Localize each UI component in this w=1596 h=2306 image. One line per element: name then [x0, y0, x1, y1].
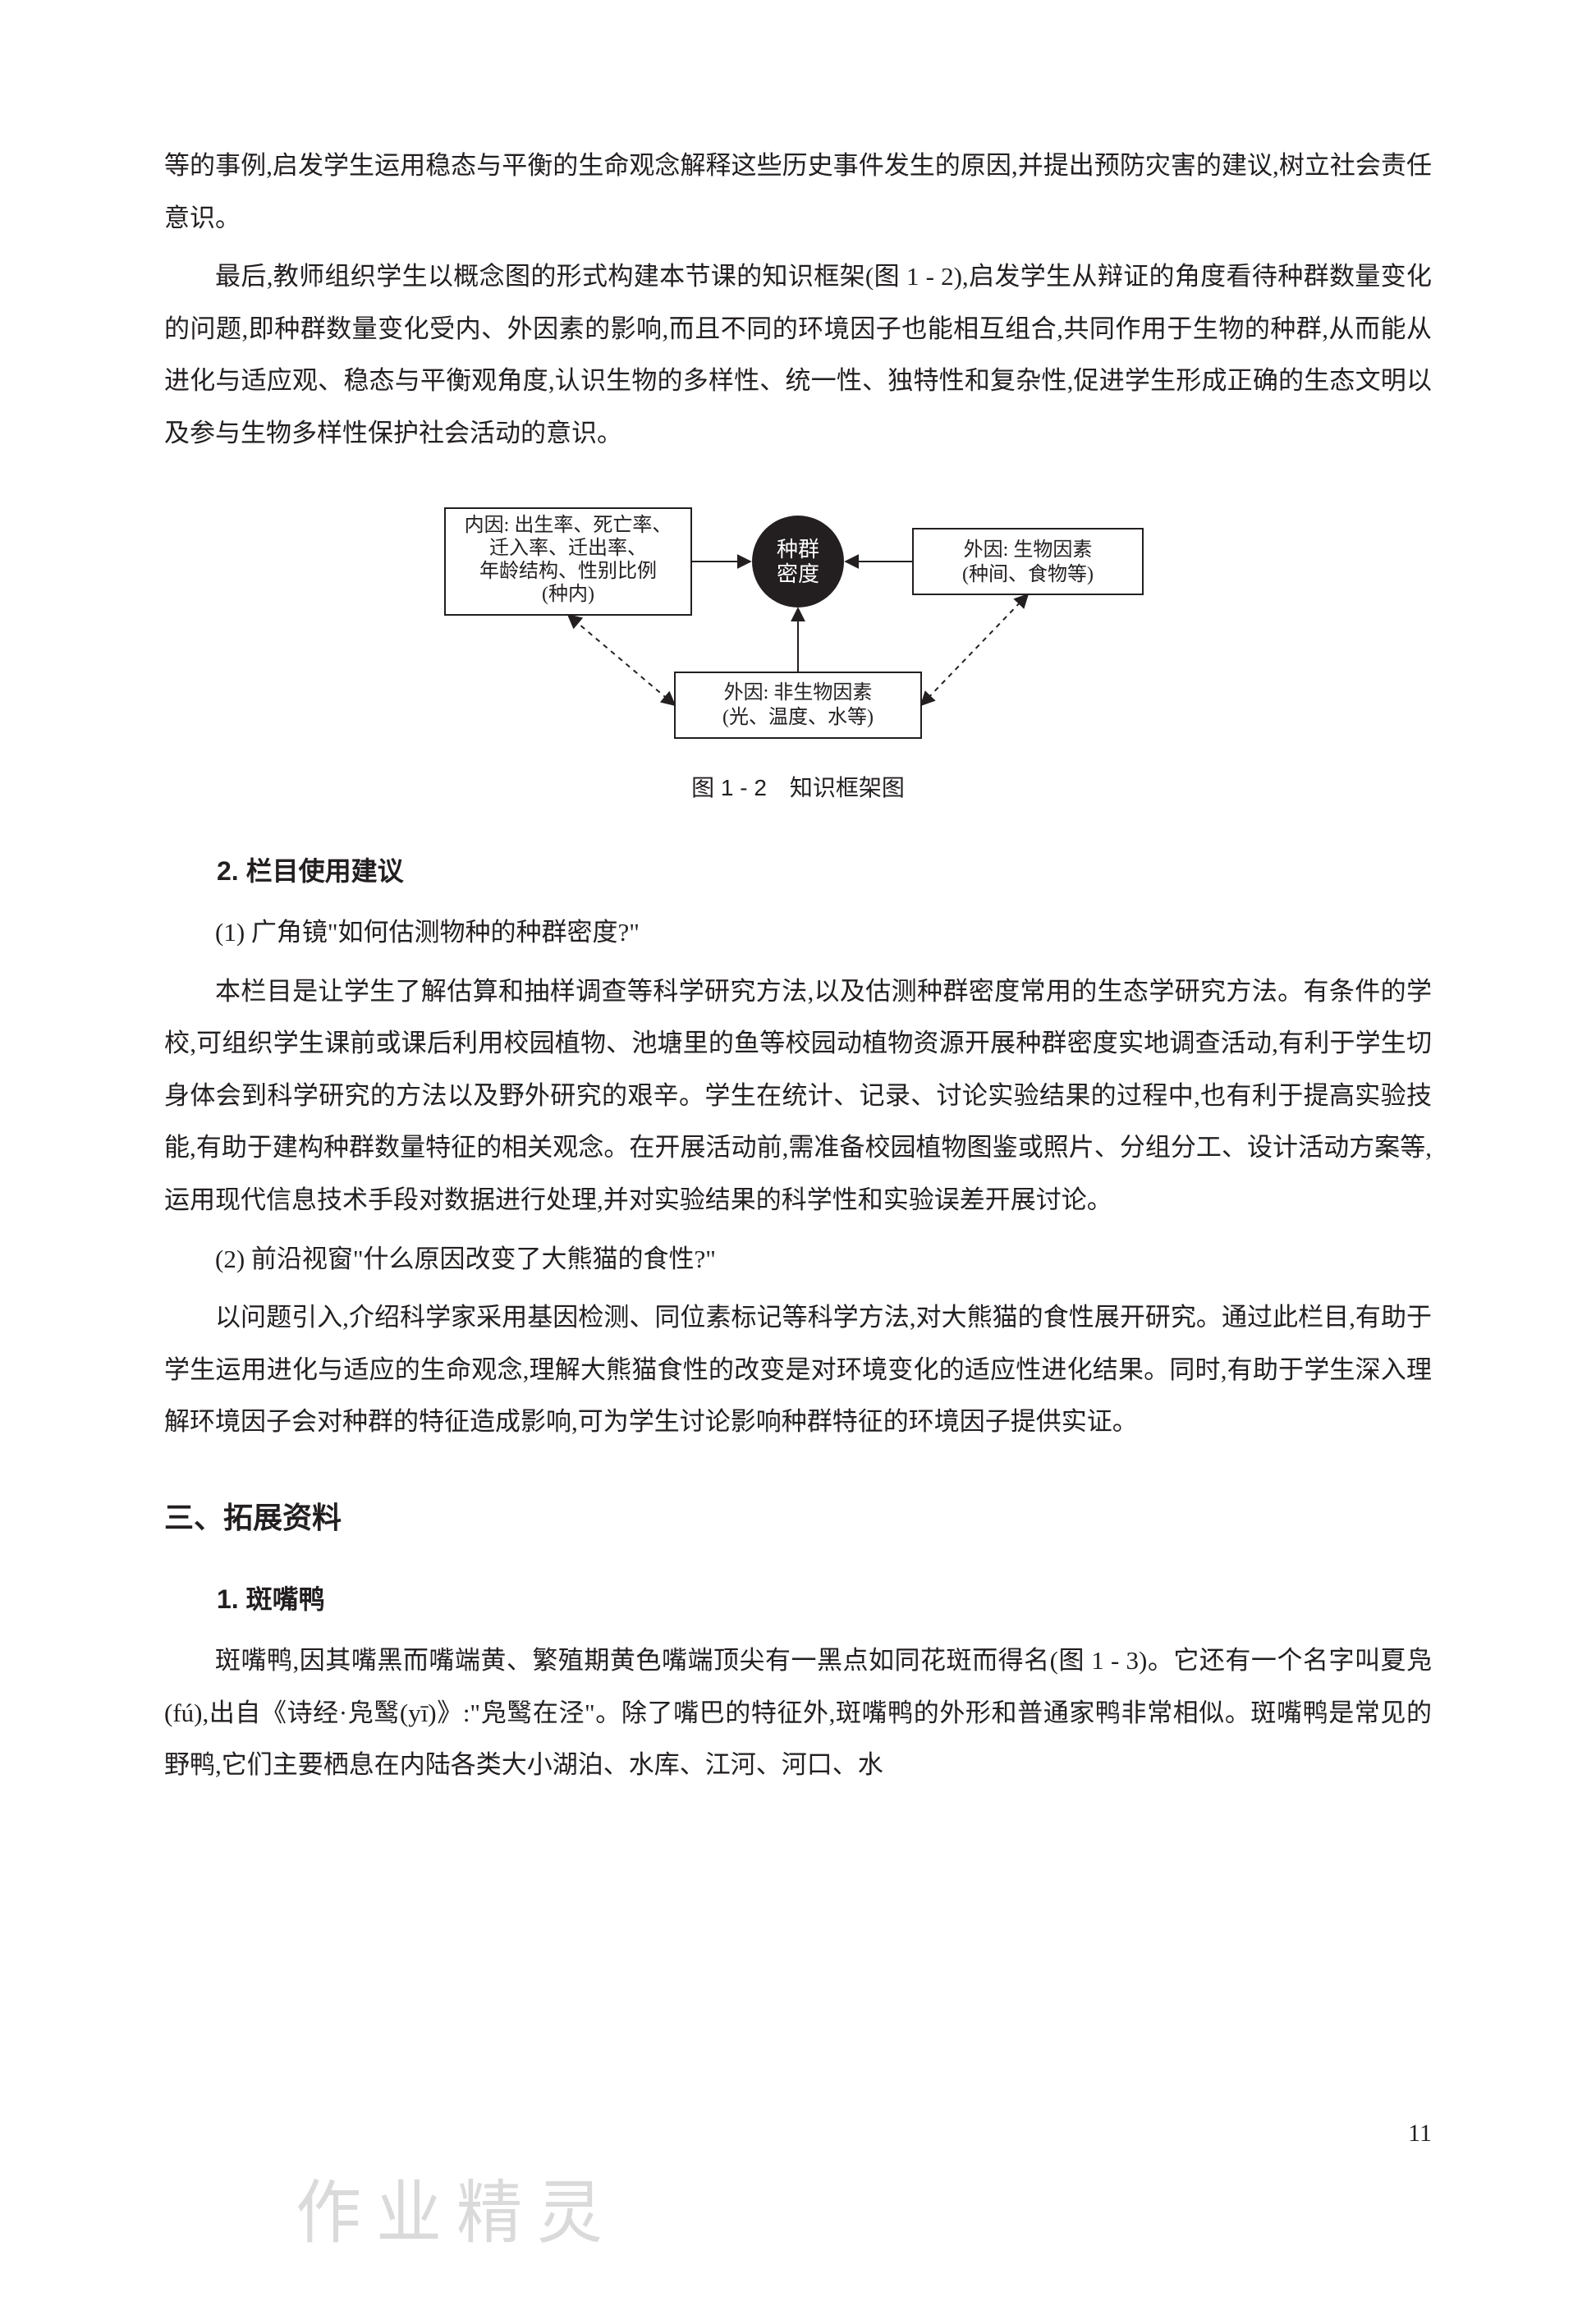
watermark: 作业精灵	[296, 2143, 617, 2285]
section-2-heading: 2. 栏目使用建议	[164, 845, 1432, 899]
svg-text:内因: 出生率、死亡率、: 内因: 出生率、死亡率、	[465, 514, 672, 536]
section-2-item1-body: 本栏目是让学生了解估算和抽样调查等科学研究方法,以及估测种群密度常用的生态学研究…	[164, 965, 1432, 1226]
paragraph-continuation: 等的事例,启发学生运用稳态与平衡的生命观念解释这些历史事件发生的原因,并提出预防…	[164, 140, 1432, 244]
knowledge-diagram: 内因: 出生率、死亡率、迁入率、迁出率、年龄结构、性别比例(种内) 外因: 生物因…	[164, 484, 1432, 754]
svg-text:迁入率、迁出率、: 迁入率、迁出率、	[489, 537, 647, 559]
section-2-item2-body: 以问题引入,介绍科学家采用基因检测、同位素标记等科学方法,对大熊猫的食性展开研究…	[164, 1291, 1432, 1448]
section-2-heading-text: 2. 栏目使用建议	[217, 856, 404, 886]
section-2-item1-title: (1) 广角镜"如何估测物种的种群密度?"	[164, 906, 1432, 959]
paragraph-2: 最后,教师组织学生以概念图的形式构建本节课的知识框架(图 1 - 2),启发学生…	[164, 250, 1432, 459]
svg-text:(种内): (种内)	[542, 583, 594, 605]
section-3-sub1-body: 斑嘴鸭,因其嘴黑而嘴端黄、繁殖期黄色嘴端顶尖有一黑点如同花斑而得名(图 1 - …	[164, 1634, 1432, 1791]
page-container: 等的事例,启发学生运用稳态与平衡的生命观念解释这些历史事件发生的原因,并提出预防…	[0, 0, 1596, 2306]
section-3-sub1-heading-text: 1. 斑嘴鸭	[217, 1584, 325, 1614]
svg-text:外因: 非生物因素: 外因: 非生物因素	[724, 681, 873, 704]
diagram-caption: 图 1 - 2 知识框架图	[164, 764, 1432, 811]
svg-text:密度: 密度	[777, 562, 819, 586]
svg-text:外因: 生物因素: 外因: 生物因素	[964, 539, 1093, 561]
section-2-item2-title: (2) 前沿视窗"什么原因改变了大熊猫的食性?"	[164, 1233, 1432, 1286]
page-number: 11	[1408, 2108, 1432, 2159]
section-3-heading: 三、拓展资料	[164, 1488, 1432, 1548]
svg-text:年龄结构、性别比例: 年龄结构、性别比例	[479, 560, 657, 582]
svg-text:(种间、食物等): (种间、食物等)	[962, 563, 1094, 585]
svg-text:(光、温度、水等): (光、温度、水等)	[722, 706, 874, 728]
diagram-svg: 内因: 出生率、死亡率、迁入率、迁出率、年龄结构、性别比例(种内) 外因: 生物因…	[396, 484, 1200, 754]
section-3-sub1-heading: 1. 斑嘴鸭	[164, 1573, 1432, 1627]
svg-text:种群: 种群	[777, 537, 819, 562]
